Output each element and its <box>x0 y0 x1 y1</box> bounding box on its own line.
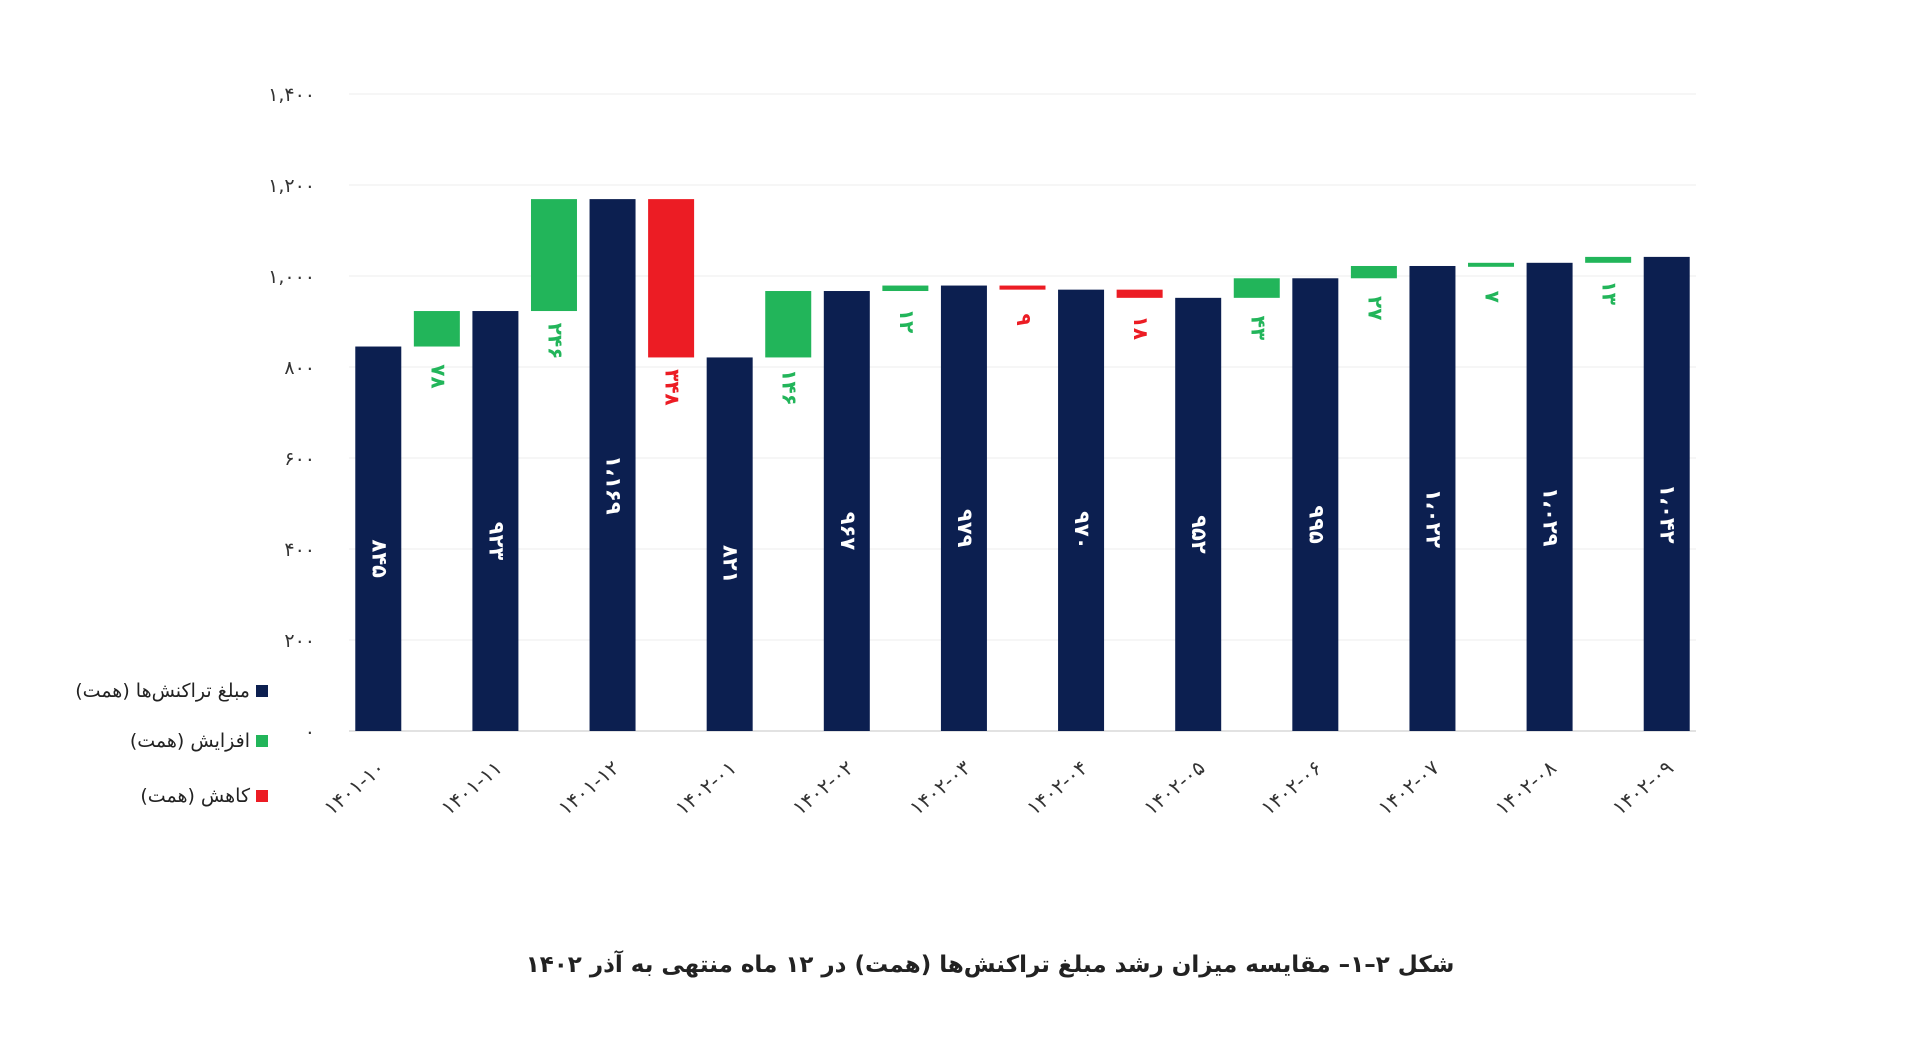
total-bar <box>1409 265 1456 731</box>
legend-item-total: مبلغ تراکنش‌ها (همت) <box>75 680 268 702</box>
y-tick-label: ۰ <box>305 721 315 743</box>
x-tick-label: ۱۴۰۲-۰۷ <box>1373 755 1444 820</box>
total-bar <box>1526 262 1573 731</box>
delta-value-label: ۲۴۶ <box>543 323 567 360</box>
increase-bar <box>765 291 812 358</box>
y-tick-label: ۲۰۰ <box>284 630 315 652</box>
x-tick-label: ۱۴۰۱-۱۲ <box>553 755 623 819</box>
total-bar <box>1175 297 1222 731</box>
x-tick-label: ۱۴۰۲-۰۶ <box>1256 755 1326 819</box>
delta-value-label: ۷ <box>1481 291 1505 303</box>
increase-bar <box>1468 262 1515 267</box>
y-tick-label: ۶۰۰ <box>284 448 315 470</box>
x-tick-label: ۱۴۰۲-۰۱ <box>671 755 741 819</box>
legend-swatch-decrease <box>256 790 268 802</box>
total-value-label: ۹۹۵ <box>1304 505 1328 544</box>
increase-bar <box>1585 256 1632 263</box>
y-tick-label: ۱,۴۰۰ <box>268 84 315 106</box>
y-tick-label: ۸۰۰ <box>284 357 315 379</box>
legend-swatch-total <box>256 685 268 697</box>
x-tick-label: ۱۴۰۲-۰۲ <box>788 755 858 819</box>
increase-bar <box>882 285 929 292</box>
total-value-label: ۱،۰۲۲ <box>1421 489 1445 548</box>
x-tick-label: ۱۴۰۱-۱۰ <box>319 755 389 819</box>
total-bar <box>589 199 636 732</box>
delta-value-label: ۳۴۸ <box>661 369 685 406</box>
legend-label-total: مبلغ تراکنش‌ها (همت) <box>75 680 250 702</box>
y-tick-label: ۱,۲۰۰ <box>268 175 315 197</box>
decrease-bar <box>648 199 695 358</box>
x-tick-label: ۱۴۰۲-۰۴ <box>1022 755 1092 819</box>
increase-bar <box>413 311 460 347</box>
total-bar <box>1643 256 1690 731</box>
x-tick-label: ۱۴۰۲-۰۹ <box>1608 755 1678 819</box>
legend-item-decrease: کاهش (همت) <box>140 785 268 807</box>
total-bar <box>823 291 870 731</box>
increase-bar <box>1350 265 1397 279</box>
legend-label-increase: افزایش (همت) <box>129 730 250 752</box>
increase-bar <box>530 199 577 312</box>
total-bar <box>1292 278 1339 731</box>
total-value-label: ۹۲۳ <box>484 522 508 561</box>
delta-value-label: ۱۳ <box>1598 281 1622 305</box>
total-bar <box>355 346 402 731</box>
total-value-label: ۱،۰۴۲ <box>1656 484 1680 543</box>
y-tick-label: ۴۰۰ <box>284 539 315 561</box>
delta-value-label: ۹ <box>1012 314 1036 326</box>
x-tick-label: ۱۴۰۲-۰۳ <box>905 755 976 820</box>
decrease-bar <box>999 285 1046 290</box>
figure-caption: شکل ۲–۱– مقایسه میزان رشد مبلغ تراکنش‌ها… <box>525 952 1455 978</box>
delta-value-label: ۲۷ <box>1363 296 1387 320</box>
total-bar <box>472 311 519 731</box>
increase-bar <box>1233 278 1280 298</box>
legend-item-increase: افزایش (همت) <box>130 730 268 752</box>
total-bar <box>1058 289 1105 731</box>
total-value-label: ۸۴۵ <box>367 540 391 579</box>
delta-value-label: ۴۳ <box>1246 316 1270 340</box>
y-tick-label: ۱,۰۰۰ <box>268 266 315 288</box>
delta-value-label: ۱۲ <box>895 309 919 333</box>
total-bar <box>706 357 753 731</box>
legend-swatch-increase <box>256 735 268 747</box>
delta-value-label: ۱۴۶ <box>778 369 802 406</box>
total-value-label: ۱،۰۲۹ <box>1539 487 1563 546</box>
total-bar <box>940 285 987 731</box>
total-value-label: ۸۲۱ <box>719 545 743 583</box>
delta-value-label: ۱۸ <box>1129 316 1153 340</box>
x-tick-label: ۱۴۰۲-۰۵ <box>1139 755 1209 819</box>
x-tick-label: ۱۴۰۲-۰۸ <box>1490 755 1561 820</box>
decrease-bar <box>1116 289 1163 298</box>
total-value-label: ۹۷۰ <box>1070 511 1094 549</box>
x-tick-label: ۱۴۰۱-۱۱ <box>436 755 506 819</box>
total-value-label: ۹۷۹ <box>953 509 977 548</box>
delta-value-label: ۷۸ <box>426 364 450 388</box>
total-value-label: ۹۶۷ <box>836 512 860 551</box>
total-value-label: ۹۵۲ <box>1187 515 1211 554</box>
legend-label-decrease: کاهش (همت) <box>140 785 250 807</box>
total-value-label: ۱،۱۶۹ <box>602 455 626 514</box>
